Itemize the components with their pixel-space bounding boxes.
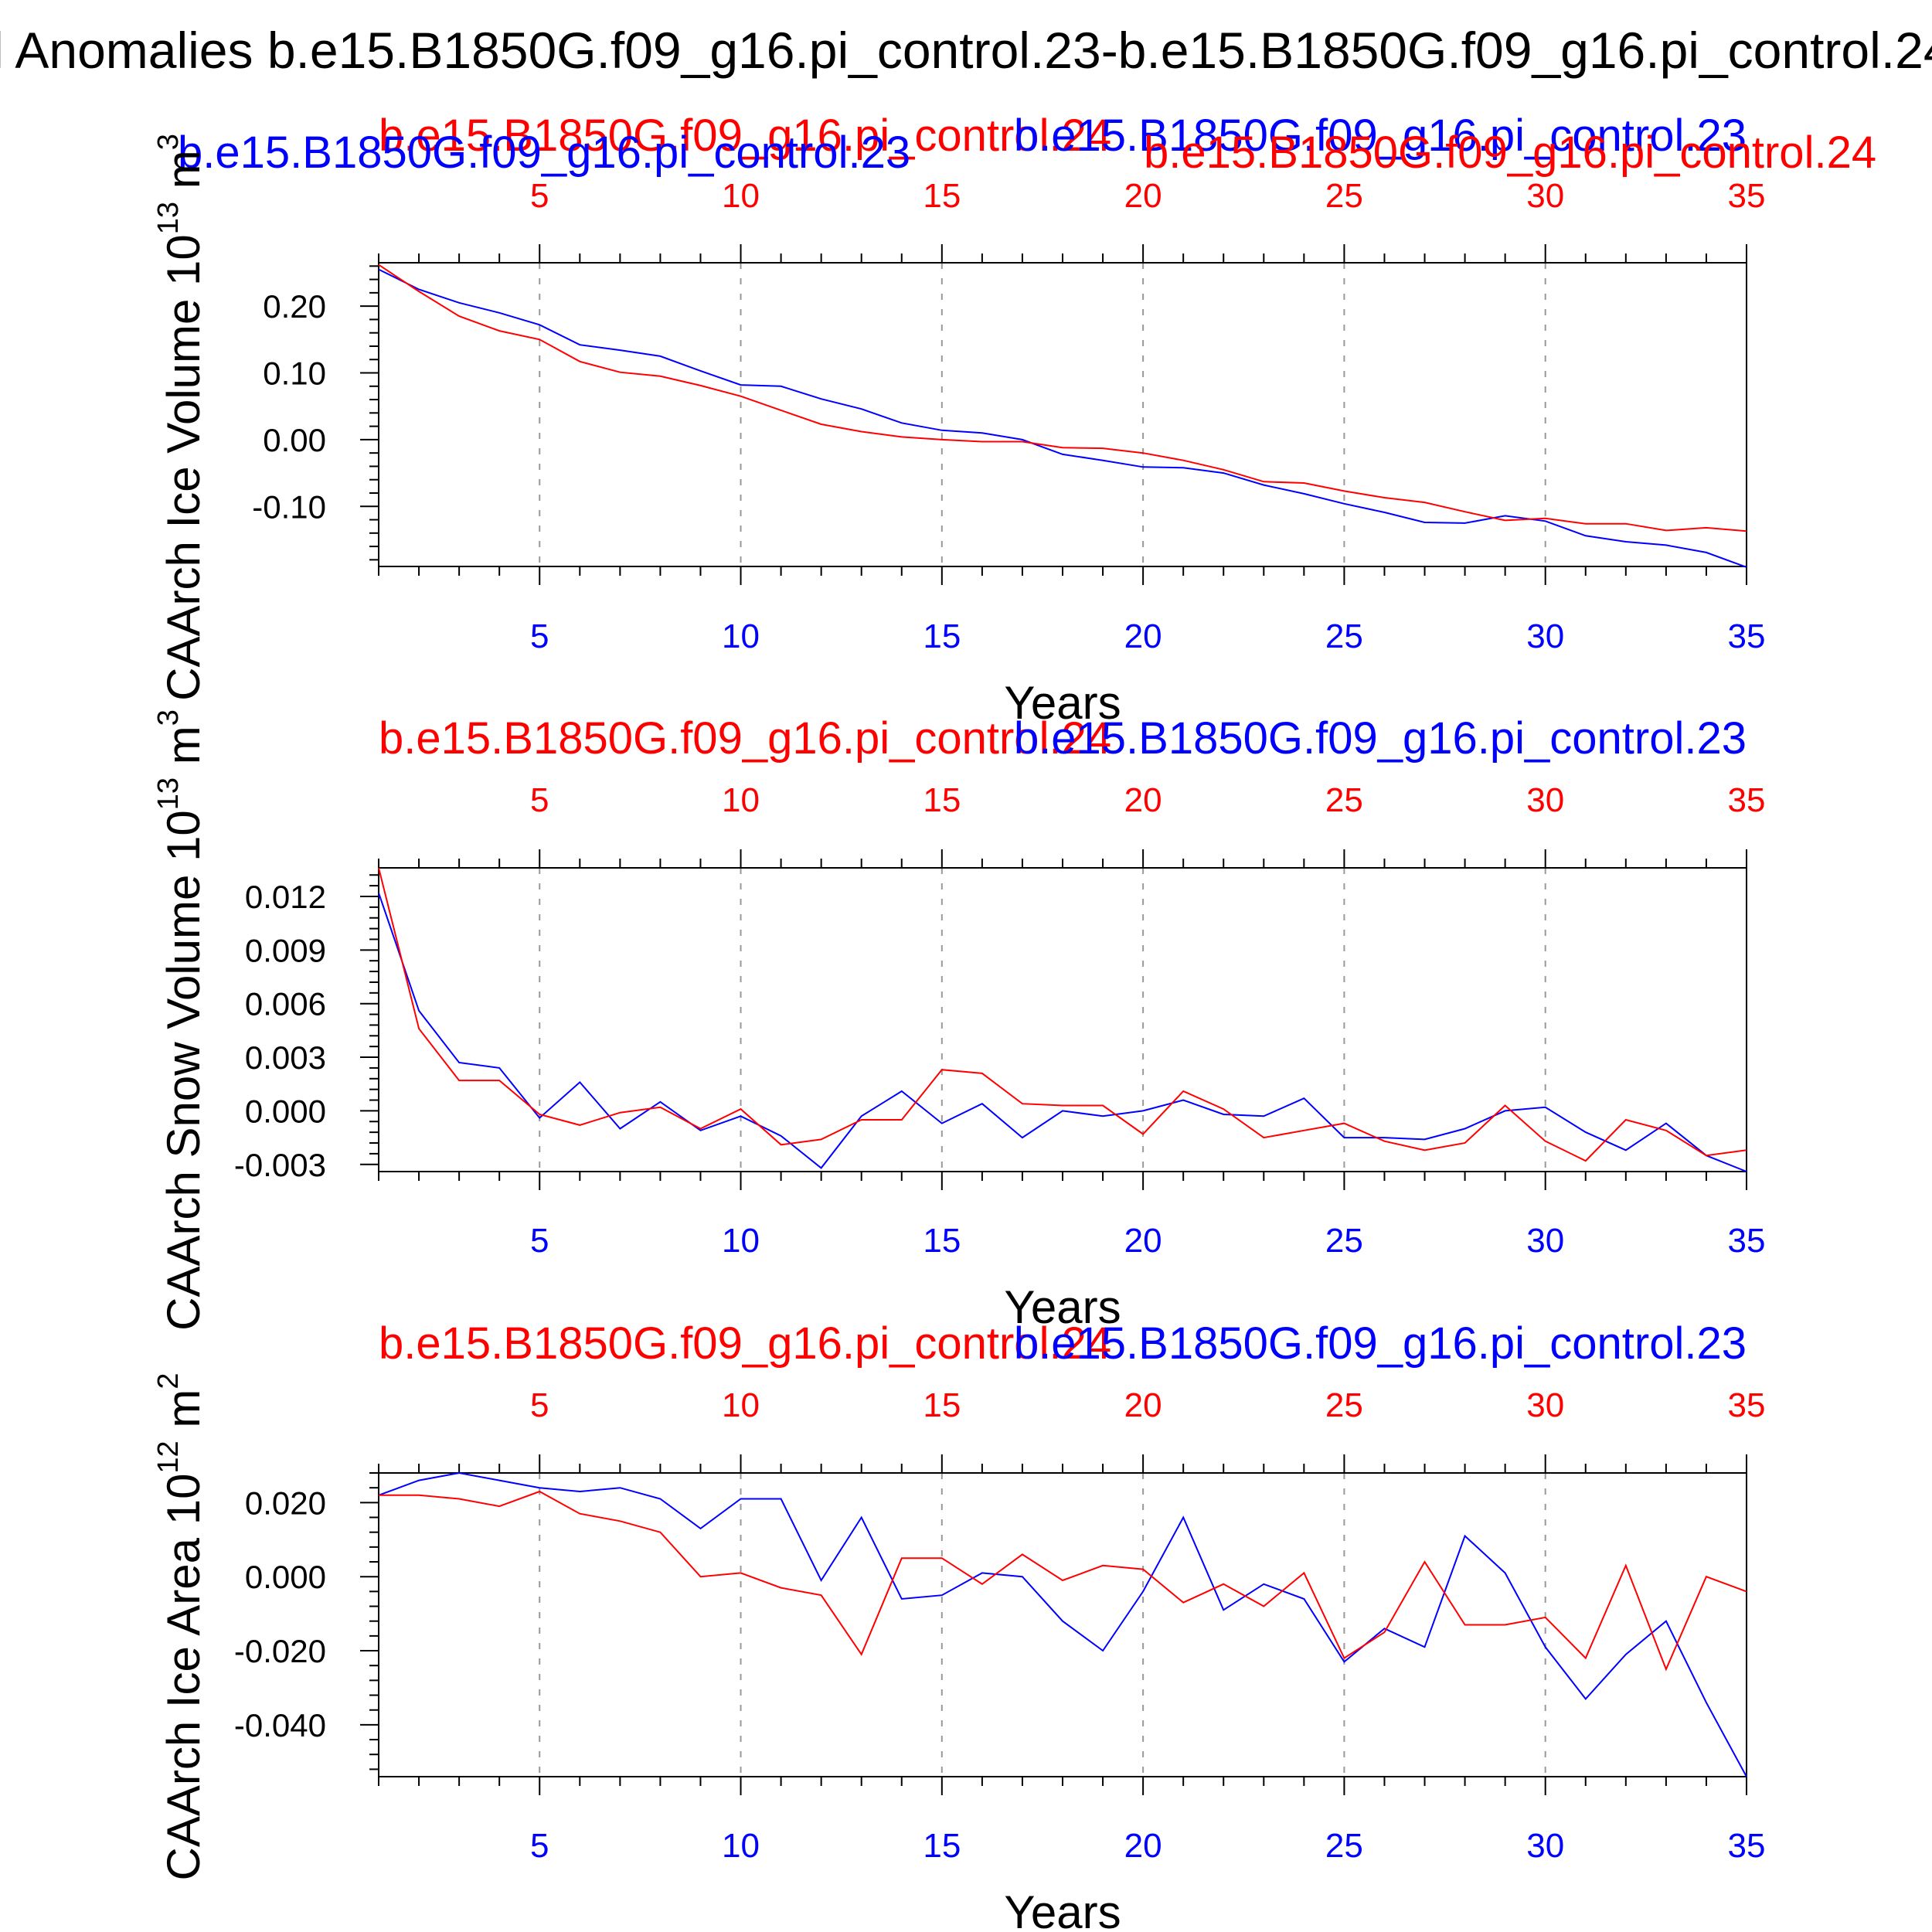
series-line-b xyxy=(378,264,1747,532)
x-tick-label-top: 30 xyxy=(1526,781,1564,819)
x-axis-label: Years xyxy=(1004,1281,1121,1333)
x-tick-label-bottom: 15 xyxy=(923,1827,961,1865)
series-label-top-right: b.e15.B1850G.f09_g16.pi_control.23 xyxy=(1014,713,1747,764)
x-tick-label-bottom: 5 xyxy=(530,1827,549,1865)
y-tick-label: 0.006 xyxy=(245,986,326,1022)
x-tick-label-top: 15 xyxy=(923,781,961,819)
x-tick-label-bottom: 15 xyxy=(923,617,961,655)
x-tick-label-top: 35 xyxy=(1728,1386,1766,1424)
plot-frame xyxy=(378,262,1747,567)
x-tick-label-top: 35 xyxy=(1728,781,1766,819)
y-tick-label: -0.020 xyxy=(234,1633,326,1669)
series-label-top-left: b.e15.B1850G.f09_g16.pi_control.24 xyxy=(379,713,1111,764)
series-label-top-left: b.e15.B1850G.f09_g16.pi_control.24 xyxy=(379,111,1111,161)
y-tick-label: 0.20 xyxy=(263,288,326,325)
y-tick-label: 0.012 xyxy=(245,879,326,915)
x-tick-label-top: 25 xyxy=(1325,177,1363,215)
x-tick-label-bottom: 25 xyxy=(1325,1222,1363,1260)
x-tick-label-top: 20 xyxy=(1124,781,1162,819)
x-tick-label-bottom: 35 xyxy=(1728,617,1766,655)
y-tick-label: 0.020 xyxy=(245,1485,326,1521)
series-label-second-left: b.e15.B1850G.f09_g16.pi_control.23 xyxy=(178,128,910,178)
series-label-top-left: b.e15.B1850G.f09_g16.pi_control.24 xyxy=(379,1318,1111,1369)
x-tick-label-top: 5 xyxy=(530,781,549,819)
x-tick-label-top: 30 xyxy=(1526,177,1564,215)
series-line-a xyxy=(378,268,1747,568)
series-line-b xyxy=(379,1490,1747,1672)
y-axis-label: CAArch Snow Volume 1013 m3 xyxy=(152,709,209,1331)
x-tick-label-top: 15 xyxy=(923,177,961,215)
x-tick-label-top: 20 xyxy=(1124,1386,1162,1424)
series-label-second-right: b.e15.B1850G.f09_g16.pi_control.24 xyxy=(1144,128,1876,178)
x-tick-label-bottom: 10 xyxy=(722,1222,760,1260)
x-tick-label-bottom: 35 xyxy=(1728,1827,1766,1865)
x-tick-label-top: 10 xyxy=(722,177,760,215)
x-tick-label-bottom: 20 xyxy=(1124,1222,1162,1260)
x-tick-label-bottom: 5 xyxy=(530,617,549,655)
plot-frame xyxy=(378,867,1747,1172)
x-tick-label-bottom: 5 xyxy=(530,1222,549,1260)
x-tick-label-top: 30 xyxy=(1526,1386,1564,1424)
page-title: l Anomalies b.e15.B1850G.f09_g16.pi_cont… xyxy=(0,22,1932,79)
y-tick-label: 0.003 xyxy=(245,1039,326,1076)
x-tick-label-top: 10 xyxy=(722,1386,760,1424)
y-tick-label: 0.00 xyxy=(263,422,326,458)
x-tick-label-bottom: 10 xyxy=(722,1827,760,1865)
x-tick-label-bottom: 30 xyxy=(1526,617,1564,655)
x-tick-label-bottom: 30 xyxy=(1526,1827,1564,1865)
y-tick-label: 0.000 xyxy=(245,1559,326,1595)
x-tick-label-top: 20 xyxy=(1124,177,1162,215)
y-tick-label: 0.000 xyxy=(245,1093,326,1129)
y-axis-label: CAArch Ice Volume 1013 m3 xyxy=(152,134,209,701)
x-tick-label-top: 5 xyxy=(530,177,549,215)
x-axis-label: Years xyxy=(1004,677,1121,729)
x-tick-label-top: 25 xyxy=(1325,1386,1363,1424)
x-axis-label: Years xyxy=(1004,1886,1121,1932)
y-tick-label: -0.003 xyxy=(234,1147,326,1183)
x-tick-label-top: 5 xyxy=(530,1386,549,1424)
series-label-top-right: b.e15.B1850G.f09_g16.pi_control.23 xyxy=(1014,1318,1747,1369)
series-line-b xyxy=(378,867,1747,1162)
x-tick-label-bottom: 25 xyxy=(1325,1827,1363,1865)
y-tick-label: 0.009 xyxy=(245,932,326,968)
series-label-top-right: b.e15.B1850G.f09_g16.pi_control.23 xyxy=(1014,111,1747,161)
series-line-a xyxy=(378,893,1747,1172)
plot-frame xyxy=(378,1472,1747,1777)
y-tick-label: -0.040 xyxy=(234,1707,326,1743)
x-tick-label-top: 35 xyxy=(1728,177,1766,215)
x-tick-label-bottom: 10 xyxy=(722,617,760,655)
x-tick-label-bottom: 15 xyxy=(923,1222,961,1260)
x-tick-label-bottom: 20 xyxy=(1124,617,1162,655)
y-tick-label: -0.10 xyxy=(252,488,326,525)
y-tick-label: 0.10 xyxy=(263,355,326,392)
x-tick-label-top: 15 xyxy=(923,1386,961,1424)
x-tick-label-bottom: 20 xyxy=(1124,1827,1162,1865)
x-tick-label-top: 25 xyxy=(1325,781,1363,819)
series-line-a xyxy=(378,1471,1747,1777)
y-axis-label: CAArch Ice Area 1012 m2 xyxy=(152,1372,209,1880)
x-tick-label-bottom: 30 xyxy=(1526,1222,1564,1260)
x-tick-label-bottom: 25 xyxy=(1325,617,1363,655)
x-tick-label-bottom: 35 xyxy=(1728,1222,1766,1260)
x-tick-label-top: 10 xyxy=(722,781,760,819)
